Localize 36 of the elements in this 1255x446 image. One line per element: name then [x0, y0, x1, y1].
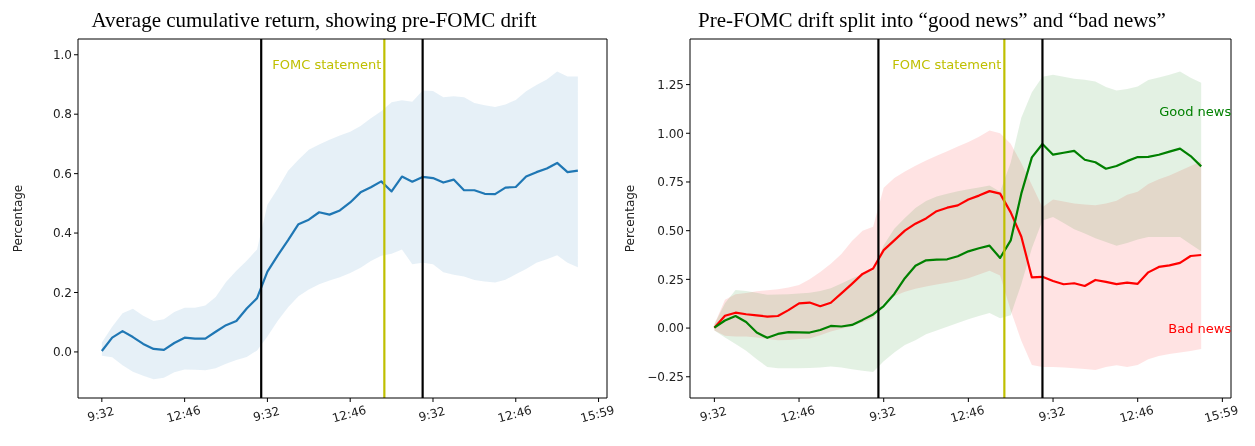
y-tick-label: 0.25: [657, 272, 684, 287]
y-tick-label: 1.00: [657, 126, 684, 141]
x-tick-label: 9:32: [698, 403, 729, 425]
y-tick-label: 1.0: [52, 48, 72, 63]
y-tick-label: 0.2: [52, 285, 72, 300]
y-tick-label: 0.8: [52, 107, 72, 122]
y-axis-title: Percentage: [623, 184, 638, 253]
y-tick-label: 0.6: [52, 166, 72, 181]
chart-title: Pre-FOMC drift split into “good news” and “bad news”: [697, 8, 1167, 34]
line-series: [100, 161, 579, 353]
x-tick-label: 12:46: [779, 402, 817, 426]
x-tick-label: 9:32: [85, 403, 116, 425]
x-tick-label: 15:59: [579, 402, 617, 426]
x-tick-label: 9:32: [417, 403, 447, 425]
y-tick-label: 0.75: [657, 175, 684, 190]
x-tick-label: 9:32: [251, 403, 282, 425]
x-tick-label: 12:46: [330, 402, 368, 426]
y-tick-label: 0.00: [657, 321, 684, 336]
y-tick-label: 0.4: [52, 226, 72, 241]
annotation: FOMC statement: [272, 57, 382, 72]
text: Bad news: [1168, 321, 1232, 337]
text: Good news: [1159, 104, 1232, 120]
x-tick-label: 9:32: [1037, 403, 1067, 425]
x-tick-label: 12:46: [1118, 402, 1156, 426]
x-tick-label: 12:46: [948, 402, 986, 426]
x-tick-label: 12:46: [496, 402, 534, 426]
x-tick-label: 12:46: [165, 402, 203, 426]
annotation: FOMC statement: [892, 57, 1002, 72]
y-tick-label: −0.25: [647, 370, 684, 385]
y-axis-title: Percentage: [11, 184, 26, 253]
chart-title: Average cumulative return, showing pre-FOMC drift: [90, 8, 538, 34]
x-tick-label: 9:32: [867, 403, 898, 425]
y-tick-label: 0.50: [657, 223, 684, 238]
y-tick-label: 1.25: [657, 77, 684, 92]
y-tick-label: 0.0: [52, 345, 72, 360]
x-tick-label: 15:59: [1202, 402, 1240, 426]
